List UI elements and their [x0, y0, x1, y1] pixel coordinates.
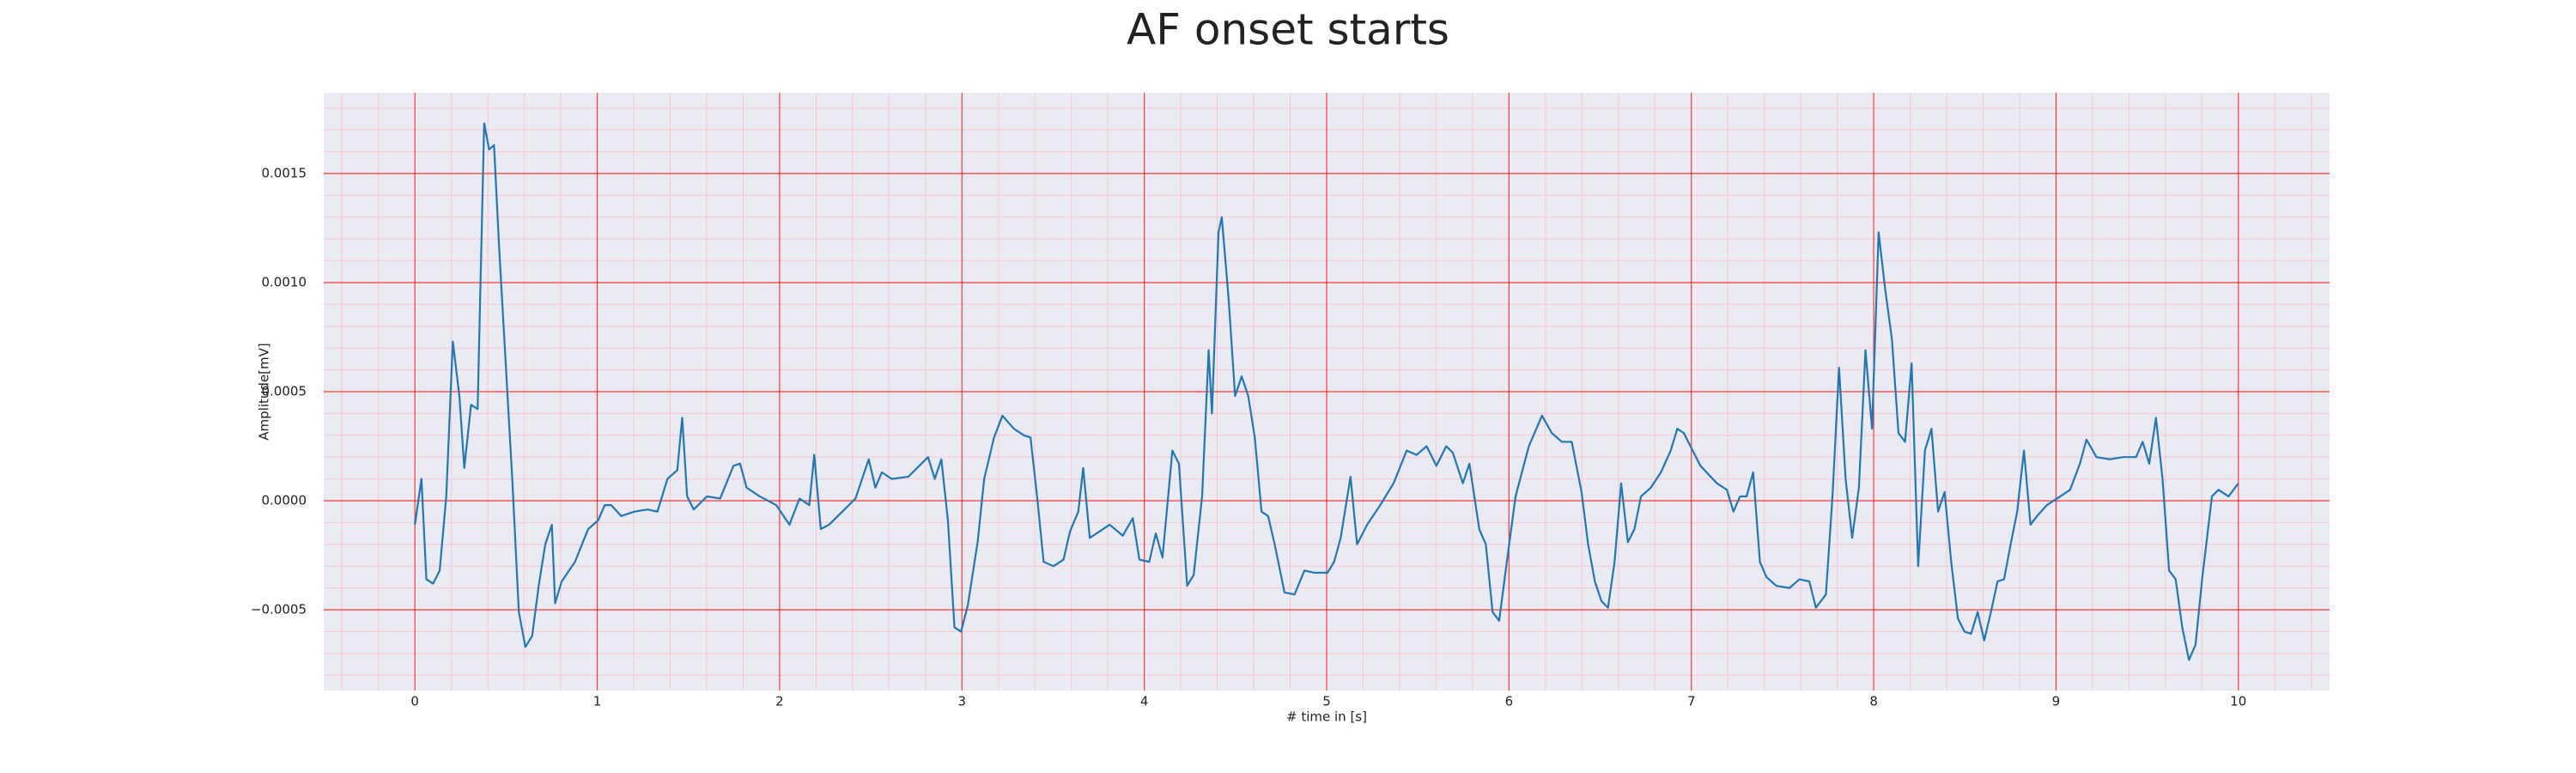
chart-title: AF onset starts	[1127, 5, 1449, 55]
lines	[414, 122, 2239, 661]
signal-line	[414, 122, 2239, 661]
x-tick-label: 5	[1322, 694, 1331, 709]
x-tick-label: 7	[1687, 694, 1696, 709]
x-tick-label: 6	[1505, 694, 1514, 709]
y-tick-label: 0.0010	[262, 274, 307, 289]
x-tick-label: 4	[1140, 694, 1149, 709]
x-tick-label: 8	[1869, 694, 1878, 709]
x-axis-label: # time in [s]	[1286, 709, 1367, 725]
y-axis-label: Amplitude[mV]	[257, 343, 272, 440]
grid	[324, 93, 2330, 691]
x-tick-label: 2	[775, 694, 784, 709]
x-tick-label: 1	[593, 694, 602, 709]
x-tick-label: 3	[957, 694, 966, 709]
labels: 0 1 2 3 4 5 6 7 8 9 10 −0.0005 0.0000 0.0005 0.0010 0.0…	[251, 165, 2246, 709]
y-tick-label: −0.0005	[251, 602, 307, 618]
x-tick-label: 9	[2052, 694, 2061, 709]
x-tick-label: 10	[2230, 694, 2246, 709]
y-tick-label: 0.0015	[262, 165, 307, 180]
x-tick-label: 0	[410, 694, 419, 709]
y-tick-label: 0.0000	[262, 493, 307, 508]
y-tick-label: 0.0005	[262, 384, 307, 399]
